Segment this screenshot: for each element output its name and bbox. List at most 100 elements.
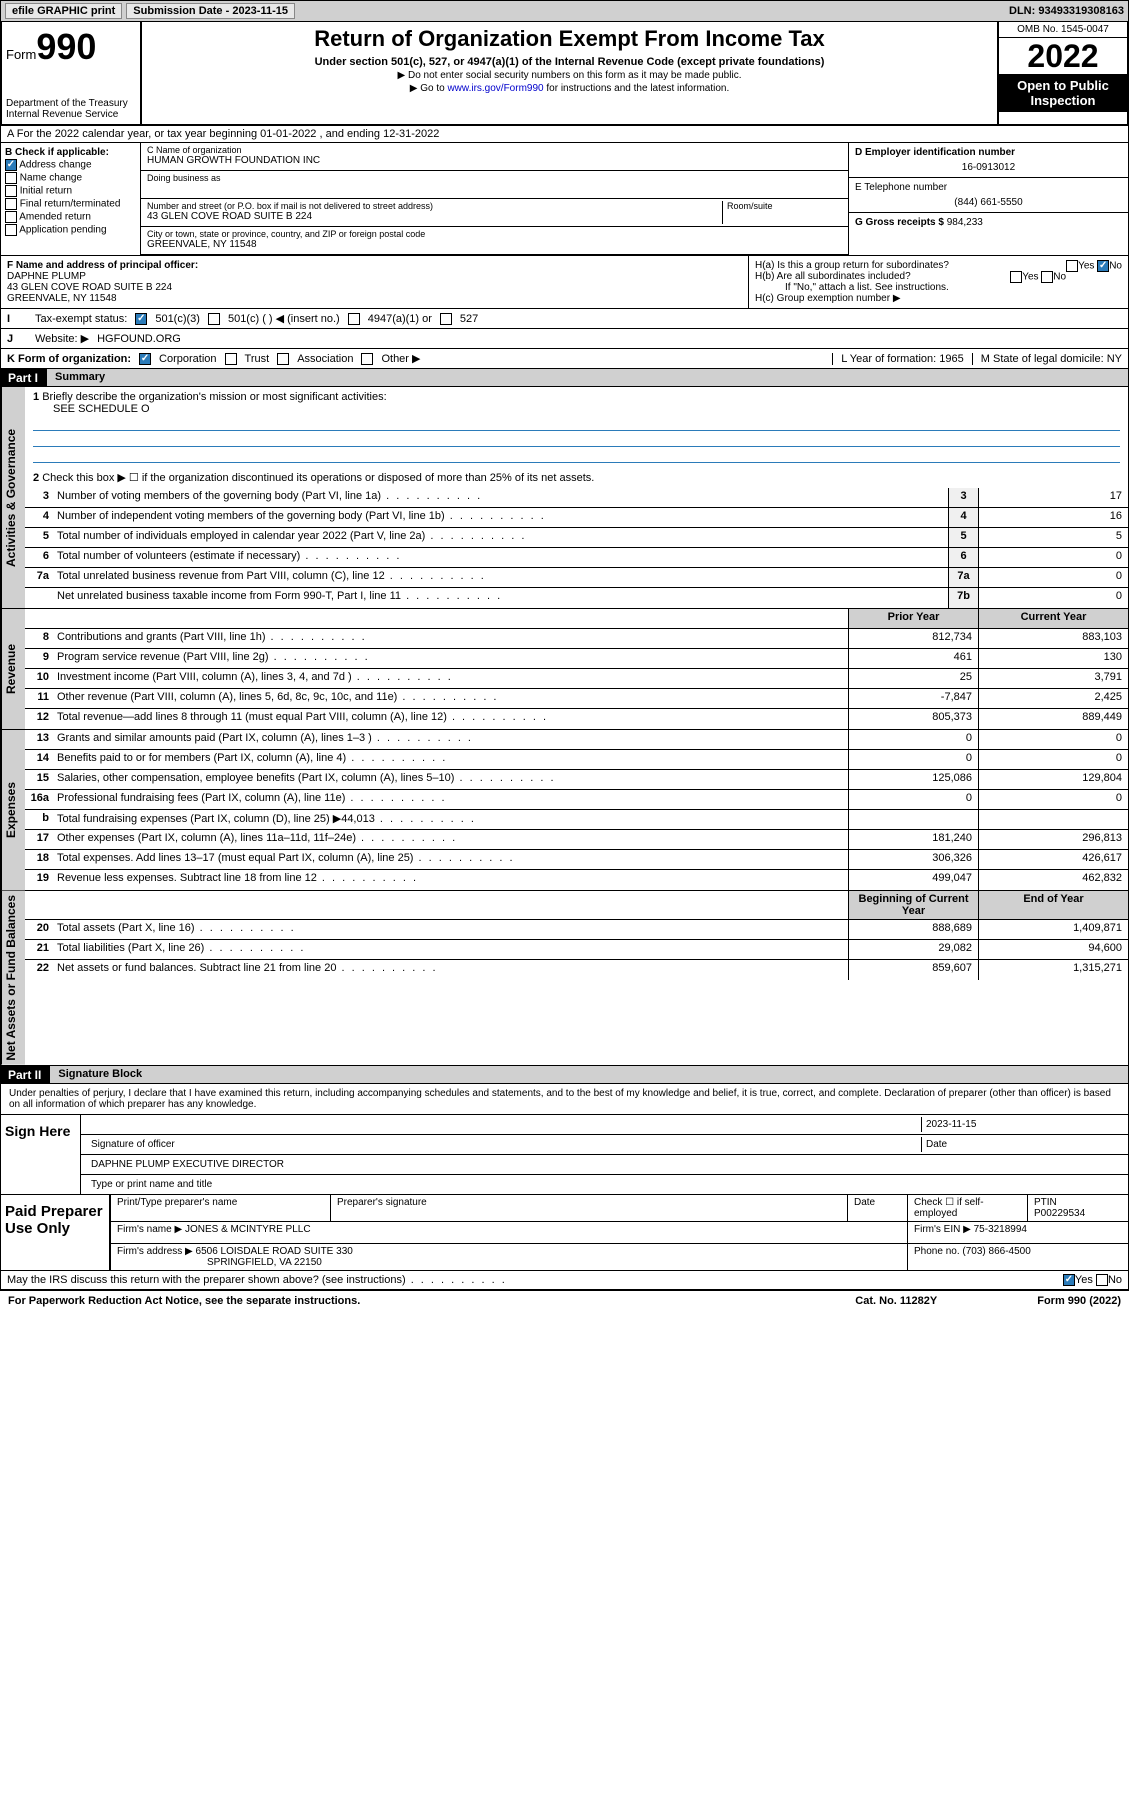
table-row: 20Total assets (Part X, line 16)888,6891… bbox=[25, 920, 1128, 940]
q2-label: Check this box ▶ ☐ if the organization d… bbox=[42, 472, 594, 484]
website-val: HGFOUND.ORG bbox=[97, 333, 181, 345]
paid-label: Paid Preparer Use Only bbox=[1, 1195, 111, 1270]
section-activities: Activities & Governance 1 Briefly descri… bbox=[0, 387, 1129, 609]
may-discuss-row: May the IRS discuss this return with the… bbox=[0, 1271, 1129, 1290]
q1-label: Briefly describe the organization's miss… bbox=[42, 391, 386, 403]
form-note2: ▶ Go to www.irs.gov/Form990 for instruct… bbox=[150, 83, 989, 94]
table-row: Net unrelated business taxable income fr… bbox=[25, 588, 1128, 608]
paid-preparer-block: Paid Preparer Use Only Print/Type prepar… bbox=[0, 1195, 1129, 1271]
q1-value: SEE SCHEDULE O bbox=[33, 403, 1120, 415]
form-subtitle: Under section 501(c), 527, or 4947(a)(1)… bbox=[150, 56, 989, 68]
form-note1: ▶ Do not enter social security numbers o… bbox=[150, 70, 989, 81]
efile-button[interactable]: efile GRAPHIC print bbox=[5, 3, 122, 19]
cb-final-return[interactable]: Final return/terminated bbox=[5, 198, 136, 210]
table-row: 9Program service revenue (Part VIII, lin… bbox=[25, 649, 1128, 669]
page-footer: For Paperwork Reduction Act Notice, see … bbox=[0, 1290, 1129, 1311]
cb-address-change[interactable]: Address change bbox=[5, 159, 136, 171]
dln-label: DLN: 93493319308163 bbox=[1009, 5, 1124, 17]
street-row: Number and street (or P.O. box if mail i… bbox=[141, 199, 848, 227]
officer-addr1: 43 GLEN COVE ROAD SUITE B 224 bbox=[7, 282, 742, 293]
cb-other[interactable] bbox=[361, 353, 373, 365]
vtab-activities: Activities & Governance bbox=[1, 387, 25, 608]
table-row: 15Salaries, other compensation, employee… bbox=[25, 770, 1128, 790]
box-b-label: B Check if applicable: bbox=[5, 147, 136, 158]
h-c: H(c) Group exemption number ▶ bbox=[755, 293, 1122, 304]
table-row: 4Number of independent voting members of… bbox=[25, 508, 1128, 528]
org-name: HUMAN GROWTH FOUNDATION INC bbox=[147, 155, 842, 166]
cb-501c[interactable] bbox=[208, 313, 220, 325]
ein-row: D Employer identification number16-09130… bbox=[849, 143, 1128, 178]
line-a: A For the 2022 calendar year, or tax yea… bbox=[0, 126, 1129, 143]
table-row: 14Benefits paid to or for members (Part … bbox=[25, 750, 1128, 770]
table-row: 7aTotal unrelated business revenue from … bbox=[25, 568, 1128, 588]
cb-4947[interactable] bbox=[348, 313, 360, 325]
sign-here-block: Sign Here 2023-11-15 Signature of office… bbox=[0, 1115, 1129, 1195]
officer-label: F Name and address of principal officer: bbox=[7, 260, 742, 271]
cb-discuss-yes[interactable] bbox=[1063, 1274, 1075, 1286]
cb-assoc[interactable] bbox=[277, 353, 289, 365]
table-row: 17Other expenses (Part IX, column (A), l… bbox=[25, 830, 1128, 850]
line-j: J Website: ▶ HGFOUND.ORG bbox=[0, 329, 1129, 349]
cb-discuss-no[interactable] bbox=[1096, 1274, 1108, 1286]
cb-name-change[interactable]: Name change bbox=[5, 172, 136, 184]
form-title: Return of Organization Exempt From Incom… bbox=[150, 26, 989, 52]
table-row: 22Net assets or fund balances. Subtract … bbox=[25, 960, 1128, 980]
section-revenue: Revenue Prior YearCurrent Year 8Contribu… bbox=[0, 609, 1129, 730]
table-row: 11Other revenue (Part VIII, column (A), … bbox=[25, 689, 1128, 709]
cb-trust[interactable] bbox=[225, 353, 237, 365]
city-row: City or town, state or province, country… bbox=[141, 227, 848, 255]
table-row: 3Number of voting members of the governi… bbox=[25, 488, 1128, 508]
table-row: 18Total expenses. Add lines 13–17 (must … bbox=[25, 850, 1128, 870]
omb-number: OMB No. 1545-0047 bbox=[999, 22, 1127, 38]
cb-527[interactable] bbox=[440, 313, 452, 325]
cb-corp[interactable] bbox=[139, 353, 151, 365]
form-number: Form990 bbox=[6, 26, 136, 68]
vtab-expenses: Expenses bbox=[1, 730, 25, 890]
table-row: bTotal fundraising expenses (Part IX, co… bbox=[25, 810, 1128, 830]
table-row: 6Total number of volunteers (estimate if… bbox=[25, 548, 1128, 568]
h-b-note: If "No," attach a list. See instructions… bbox=[755, 282, 1122, 293]
gross-row: G Gross receipts $ 984,233 bbox=[849, 213, 1128, 241]
vtab-netassets: Net Assets or Fund Balances bbox=[1, 891, 25, 1065]
declaration: Under penalties of perjury, I declare th… bbox=[0, 1084, 1129, 1115]
table-row: 16aProfessional fundraising fees (Part I… bbox=[25, 790, 1128, 810]
irs-link[interactable]: www.irs.gov/Form990 bbox=[447, 83, 543, 94]
officer-name: DAPHNE PLUMP bbox=[7, 271, 742, 282]
submission-button[interactable]: Submission Date - 2023-11-15 bbox=[126, 3, 295, 19]
vtab-revenue: Revenue bbox=[1, 609, 25, 729]
part1-header: Part I bbox=[0, 369, 46, 387]
dba-row: Doing business as bbox=[141, 171, 848, 199]
h-a: H(a) Is this a group return for subordin… bbox=[755, 260, 1122, 271]
table-row: 12Total revenue—add lines 8 through 11 (… bbox=[25, 709, 1128, 729]
dept-label: Department of the Treasury bbox=[6, 98, 136, 109]
table-row: 8Contributions and grants (Part VIII, li… bbox=[25, 629, 1128, 649]
table-row: 19Revenue less expenses. Subtract line 1… bbox=[25, 870, 1128, 890]
officer-block: F Name and address of principal officer:… bbox=[0, 256, 1129, 309]
tax-year: 2022 bbox=[999, 38, 1127, 74]
cb-initial-return[interactable]: Initial return bbox=[5, 185, 136, 197]
cb-501c3[interactable] bbox=[135, 313, 147, 325]
table-row: 13Grants and similar amounts paid (Part … bbox=[25, 730, 1128, 750]
topbar: efile GRAPHIC print Submission Date - 20… bbox=[0, 0, 1129, 22]
org-name-row: C Name of organization HUMAN GROWTH FOUN… bbox=[141, 143, 848, 171]
officer-addr2: GREENVALE, NY 11548 bbox=[7, 293, 742, 304]
table-row: 5Total number of individuals employed in… bbox=[25, 528, 1128, 548]
form-header: Form990 Department of the Treasury Inter… bbox=[0, 22, 1129, 126]
cb-amended[interactable]: Amended return bbox=[5, 211, 136, 223]
phone-row: E Telephone number(844) 661-5550 bbox=[849, 178, 1128, 213]
part1-title: Summary bbox=[46, 369, 1129, 387]
table-row: 21Total liabilities (Part X, line 26)29,… bbox=[25, 940, 1128, 960]
main-info-block: B Check if applicable: Address change Na… bbox=[0, 143, 1129, 256]
line-k: K Form of organization: Corporation Trus… bbox=[0, 349, 1129, 369]
irs-label: Internal Revenue Service bbox=[6, 109, 136, 120]
line-i: I Tax-exempt status: 501(c)(3) 501(c) ( … bbox=[0, 309, 1129, 329]
open-inspection: Open to Public Inspection bbox=[999, 74, 1127, 112]
table-row: 10Investment income (Part VIII, column (… bbox=[25, 669, 1128, 689]
h-b: H(b) Are all subordinates included? Yes … bbox=[755, 271, 1122, 282]
cb-app-pending[interactable]: Application pending bbox=[5, 224, 136, 236]
part2-header: Part II bbox=[0, 1066, 49, 1084]
sign-here-label: Sign Here bbox=[1, 1115, 81, 1194]
part2-title: Signature Block bbox=[49, 1066, 1129, 1084]
section-expenses: Expenses 13Grants and similar amounts pa… bbox=[0, 730, 1129, 891]
section-netassets: Net Assets or Fund Balances Beginning of… bbox=[0, 891, 1129, 1066]
